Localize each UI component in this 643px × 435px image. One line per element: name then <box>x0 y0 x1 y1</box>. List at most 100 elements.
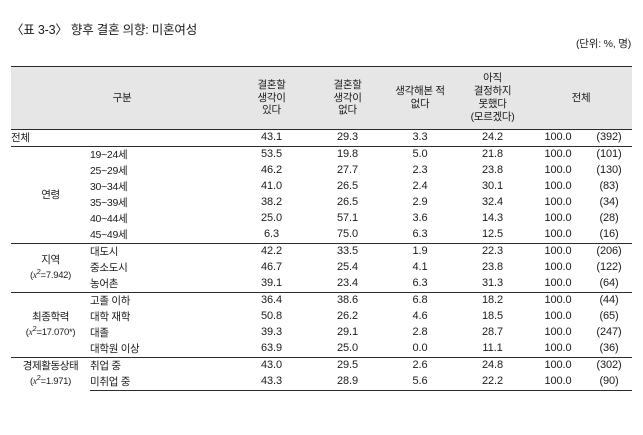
table-row: 대학 재학 50.8 26.2 4.6 18.5 100.0 (65) <box>11 309 632 325</box>
cell-never-considered: 2.6 <box>385 357 456 374</box>
cell-intend-to-marry: 42.2 <box>233 243 311 260</box>
row-label: 대학 재학 <box>90 310 131 323</box>
cell-total-percent: 100.0 <box>544 277 572 290</box>
cell-undecided: 31.3 <box>482 277 504 290</box>
cell-intend-to-marry: 43.1 <box>261 131 283 144</box>
cell-no-intent-to-marry: 38.6 <box>310 292 386 309</box>
cell-total-percent: 100.0 <box>544 131 572 144</box>
cell-undecided: 23.8 <box>482 164 504 177</box>
header-line-1: 아직 <box>483 72 502 85</box>
cell-undecided: 11.1 <box>482 342 503 355</box>
table-row: 농어촌 39.1 23.4 6.3 31.3 100.0 (64) <box>11 276 632 293</box>
row-label: 19~24세 <box>90 146 234 163</box>
cell-no-intent-to-marry: 75.0 <box>337 228 359 241</box>
cell-intend-to-marry: 43.0 <box>233 357 311 374</box>
cell-undecided: 32.4 <box>482 196 504 209</box>
cell-never-considered: 2.4 <box>412 180 428 193</box>
table-row: 최종학력 (x2=17.070*) 고졸 이하 36.4 38.6 6.8 18.2 100.… <box>11 292 633 358</box>
group-chi-square: (x2=7.942) <box>29 266 72 281</box>
row-label: 대학원 이상 <box>90 342 140 355</box>
cell-undecided: 21.8 <box>455 146 531 163</box>
group-header-cell: 지역 (x2=7.942) <box>11 243 90 293</box>
header-line-1: 결혼할 <box>333 78 362 91</box>
group-name: 지역 <box>41 253 60 266</box>
header-line-1: 생각해본 적 <box>395 85 445 98</box>
cell-total-n: (36) <box>599 342 619 355</box>
cell-never-considered: 2.9 <box>412 196 428 209</box>
cell-no-intent-to-marry: 29.5 <box>310 357 386 374</box>
cell-total-n: (101) <box>586 146 633 163</box>
cell-never-considered: 4.6 <box>412 310 428 323</box>
statistics-table: 구분 결혼할 생각이 있다 결혼할 생각이 없다 생각해본 적 없다 <box>11 66 633 391</box>
table-row: 40~44세 25.0 57.1 3.6 14.3 100.0 (28) <box>11 211 632 227</box>
cell-total-percent: 100.0 <box>544 196 572 209</box>
cell-total-percent: 100.0 <box>544 164 572 177</box>
row-label: 25~29세 <box>90 164 128 177</box>
table-row: 중소도시 46.7 25.4 4.1 23.8 100.0 (122) <box>11 260 632 276</box>
cell-undecided: 24.8 <box>455 357 531 374</box>
group-name: 최종학력 <box>31 310 70 323</box>
group-chi-square: (x2=17.070*) <box>25 323 76 338</box>
cell-no-intent-to-marry: 25.0 <box>337 342 359 355</box>
cell-undecided: 24.2 <box>482 131 504 144</box>
cell-total-n: (65) <box>599 310 619 323</box>
header-line-2: 생각이 <box>257 91 286 104</box>
cell-intend-to-marry: 6.3 <box>264 228 280 241</box>
table-row: 지역 (x2=7.942) 대도시 42.2 33.5 1.9 22.3 100.0 (206) <box>11 243 633 293</box>
cell-undecided: 28.7 <box>482 326 504 339</box>
cell-no-intent-to-marry: 19.8 <box>310 146 386 163</box>
cell-never-considered: 2.3 <box>412 164 428 177</box>
row-label: 35~39세 <box>90 196 128 209</box>
header-line-4: (모르겠다) <box>470 110 515 123</box>
cell-total-percent: 100.0 <box>544 342 572 355</box>
cell-no-intent-to-marry: 23.4 <box>337 277 359 290</box>
group-header-cell: 연령 <box>11 146 90 244</box>
cell-intend-to-marry: 39.3 <box>261 326 283 339</box>
header-line-3: 없다 <box>338 104 357 117</box>
cell-never-considered: 6.3 <box>412 277 428 290</box>
cell-total-n: (64) <box>599 277 619 290</box>
cell-undecided: 14.3 <box>482 212 504 225</box>
table-header: 구분 결혼할 생각이 있다 결혼할 생각이 없다 생각해본 적 없다 <box>11 66 633 130</box>
header-category: 구분 <box>11 66 234 130</box>
cell-no-intent-to-marry: 25.4 <box>337 261 359 274</box>
row-label: 미취업 중 <box>90 374 234 391</box>
row-label: 취업 중 <box>90 357 234 374</box>
header-undecided: 아직 결정하지 못했다 (모르겠다) <box>455 66 531 130</box>
table-row: 45~49세 6.3 75.0 6.3 12.5 100.0 (16) <box>11 227 632 244</box>
cell-undecided: 12.5 <box>482 228 504 241</box>
header-line-3: 있다 <box>262 104 281 117</box>
cell-undecided: 18.5 <box>482 310 504 323</box>
table-row: 25~29세 46.2 27.7 2.3 23.8 100.0 (130) <box>11 163 632 179</box>
cell-total-n: (90) <box>586 374 633 391</box>
cell-total-n: (122) <box>596 261 622 274</box>
cell-intend-to-marry: 39.1 <box>261 277 283 290</box>
cell-no-intent-to-marry: 26.2 <box>337 310 359 323</box>
row-label: 중소도시 <box>90 261 128 274</box>
group-name: 경제활동상태 <box>22 359 79 372</box>
cell-no-intent-to-marry: 28.9 <box>310 374 386 391</box>
cell-total-percent: 100.0 <box>544 261 572 274</box>
cell-never-considered: 5.0 <box>385 146 456 163</box>
cell-no-intent-to-marry: 29.3 <box>337 131 359 144</box>
cell-total-percent: 100.0 <box>544 228 572 241</box>
row-label: 대졸 <box>90 326 109 339</box>
cell-never-considered: 5.6 <box>385 374 456 391</box>
cell-total-n: (28) <box>599 212 619 225</box>
cell-total-n: (247) <box>596 326 622 339</box>
row-label-total: 전체 <box>11 131 30 144</box>
cell-total-n: (44) <box>586 292 633 309</box>
cell-never-considered: 3.6 <box>412 212 428 225</box>
table-row: 미취업 중 43.3 28.9 5.6 22.2 100.0 (90) <box>11 374 633 391</box>
cell-no-intent-to-marry: 26.5 <box>337 180 359 193</box>
header-line-3: 못했다 <box>478 98 507 110</box>
cell-intend-to-marry: 36.4 <box>233 292 311 309</box>
table-row: 대학원 이상 63.9 25.0 0.0 11.1 100.0 (36) <box>11 341 632 358</box>
cell-never-considered: 3.3 <box>412 131 428 144</box>
cell-no-intent-to-marry: 33.5 <box>310 243 386 260</box>
cell-intend-to-marry: 63.9 <box>261 342 283 355</box>
cell-never-considered: 6.3 <box>412 228 428 241</box>
cell-total-percent: 100.0 <box>544 310 572 323</box>
cell-total-percent: 100.0 <box>530 357 587 374</box>
